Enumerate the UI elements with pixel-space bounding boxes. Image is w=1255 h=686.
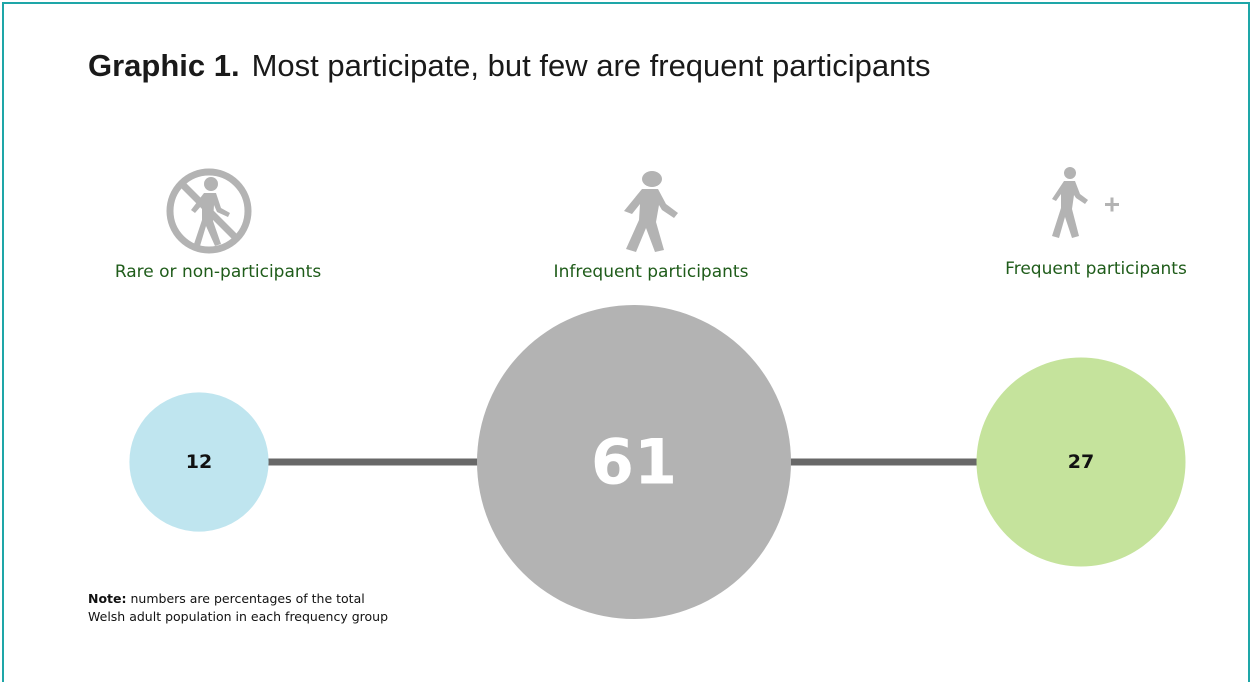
label-rare-participants: Rare or non-participants	[114, 262, 322, 282]
walking-person-plus-icon	[1052, 167, 1119, 238]
no-walking-icon	[166, 168, 252, 254]
bubble-value-frequent: 27	[1068, 451, 1094, 473]
note-label: Note:	[88, 591, 127, 606]
chart-title-text: Most participate, but few are frequent p…	[251, 48, 931, 83]
bubble-value-rare: 12	[186, 451, 212, 473]
bubble-rare	[129, 392, 269, 532]
bubble-frequent	[976, 357, 1186, 567]
bubble-value-infrequent: 61	[591, 426, 677, 499]
label-infrequent-participants: Infrequent participants	[553, 262, 749, 282]
note-text: numbers are percentages of the total Wel…	[88, 591, 389, 624]
label-frequent-participants: Frequent participants	[1005, 259, 1187, 279]
walking-person-icon	[624, 171, 678, 252]
chart-title: Graphic 1. Most participate, but few are …	[88, 48, 931, 84]
chart-note: Note: numbers are percentages of the tot…	[88, 590, 388, 626]
chart-title-prefix: Graphic 1.	[88, 48, 240, 83]
bubble-infrequent	[477, 305, 791, 619]
